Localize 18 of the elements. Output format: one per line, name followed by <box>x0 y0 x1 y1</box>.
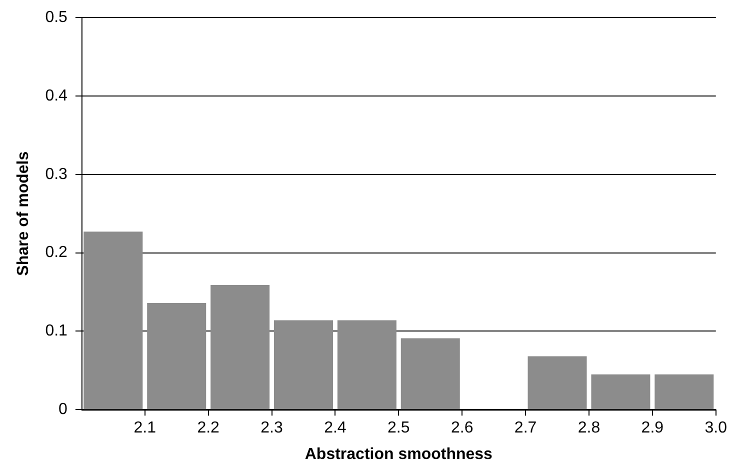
y-tick-label: 0.4 <box>45 87 68 104</box>
x-axis-title: Abstraction smoothness <box>304 446 493 463</box>
y-tick-label: 0 <box>58 401 68 418</box>
x-tick-label: 2.1 <box>134 420 156 437</box>
y-tick-label: 0.1 <box>45 322 68 340</box>
x-tick-label: 2.6 <box>450 420 474 437</box>
y-tick-label: 0.5 <box>45 9 68 26</box>
x-tick-label: 3.0 <box>704 420 728 437</box>
x-tick-label: 2.3 <box>260 420 283 437</box>
x-tick-label: 2.7 <box>514 420 537 437</box>
x-tick-label: 2.5 <box>388 420 410 437</box>
x-tick-label: 2.9 <box>641 420 664 437</box>
y-tick-label: 0.2 <box>45 244 68 262</box>
y-axis-title: Share of models <box>15 151 32 276</box>
x-tick-label: 2.2 <box>197 420 220 437</box>
x-tick-label: 2.8 <box>578 420 600 437</box>
y-tick-label: 0.3 <box>45 166 68 183</box>
x-tick-label: 2.4 <box>324 420 346 437</box>
